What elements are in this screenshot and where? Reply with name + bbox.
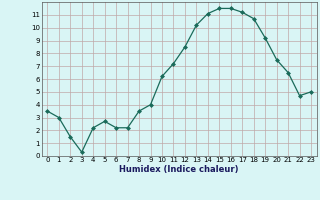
X-axis label: Humidex (Indice chaleur): Humidex (Indice chaleur) <box>119 165 239 174</box>
